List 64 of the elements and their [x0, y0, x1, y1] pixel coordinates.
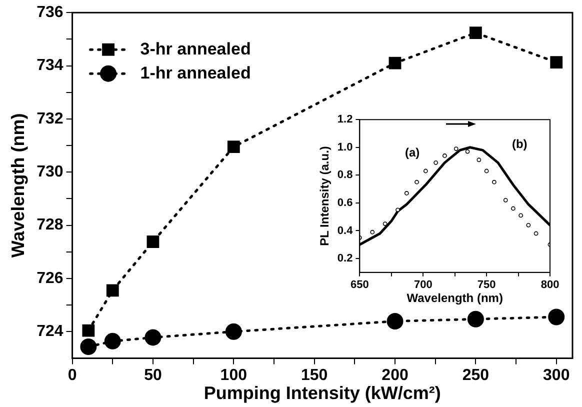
point [476, 158, 482, 162]
y-tick-label: 732 [36, 110, 64, 128]
point [144, 329, 162, 346]
y-tick-label: 736 [36, 4, 64, 22]
point [511, 206, 516, 211]
point [382, 222, 388, 226]
y-tick-label: 1.0 [337, 141, 353, 154]
x-tick-label: 650 [350, 279, 369, 292]
y-tick-label: 0.8 [337, 169, 353, 182]
x-tick-label: 100 [220, 367, 248, 384]
y-tick-label: 726 [36, 270, 64, 287]
point [467, 310, 484, 328]
point [370, 230, 375, 234]
point [503, 198, 508, 202]
point [146, 236, 160, 248]
point [484, 168, 489, 174]
legend-label: 3-hr annealed [140, 39, 251, 58]
legend-label: 1-hr annealed [140, 63, 251, 82]
x-tick-label: 800 [540, 279, 560, 292]
x-tick-label: 700 [414, 279, 432, 292]
y-axis-title: Wavelength (nm) [8, 113, 28, 258]
point [518, 213, 524, 218]
x-axis-title: Pumping Intensity (kW/cm²) [204, 383, 441, 404]
point [469, 26, 482, 40]
point [106, 284, 119, 297]
y-tick-label: 728 [36, 216, 64, 234]
point [225, 323, 242, 340]
x-axis-title: Wavelength (nm) [406, 291, 503, 306]
point [423, 168, 428, 174]
y-tick-label: 1.2 [337, 114, 353, 126]
point [82, 324, 95, 337]
y-tick-label: 730 [36, 164, 64, 181]
y-tick-label: 724 [36, 323, 64, 340]
point [396, 208, 400, 212]
x-tick-label: 750 [477, 279, 496, 292]
series-label: (b) [512, 136, 528, 151]
point [534, 231, 538, 236]
x-tick-label: 0 [68, 367, 77, 384]
point [227, 140, 240, 154]
x-tick-label: 200 [382, 367, 408, 384]
point [414, 180, 419, 184]
x-tick-label: 250 [462, 367, 490, 384]
point [465, 149, 470, 154]
point [404, 191, 409, 196]
point [386, 313, 404, 330]
x-tick-label: 150 [300, 367, 328, 384]
y-tick-label: 734 [36, 57, 64, 74]
x-tick-label: 300 [543, 367, 570, 384]
series-label: (a) [404, 145, 420, 160]
y-tick-label: 0.4 [337, 224, 354, 237]
point [548, 308, 565, 326]
point [388, 56, 402, 70]
point [434, 160, 438, 165]
point [454, 146, 458, 151]
point [104, 332, 121, 350]
x-tick-label: 50 [144, 367, 162, 384]
point [80, 338, 97, 356]
point [492, 180, 496, 184]
point [442, 154, 447, 158]
y-axis-title: PL Intensity (a.u.) [318, 146, 332, 246]
point [550, 56, 563, 69]
y-tick-label: 0.6 [337, 196, 353, 209]
y-tick-label: 0.2 [337, 252, 353, 265]
point [526, 222, 531, 228]
